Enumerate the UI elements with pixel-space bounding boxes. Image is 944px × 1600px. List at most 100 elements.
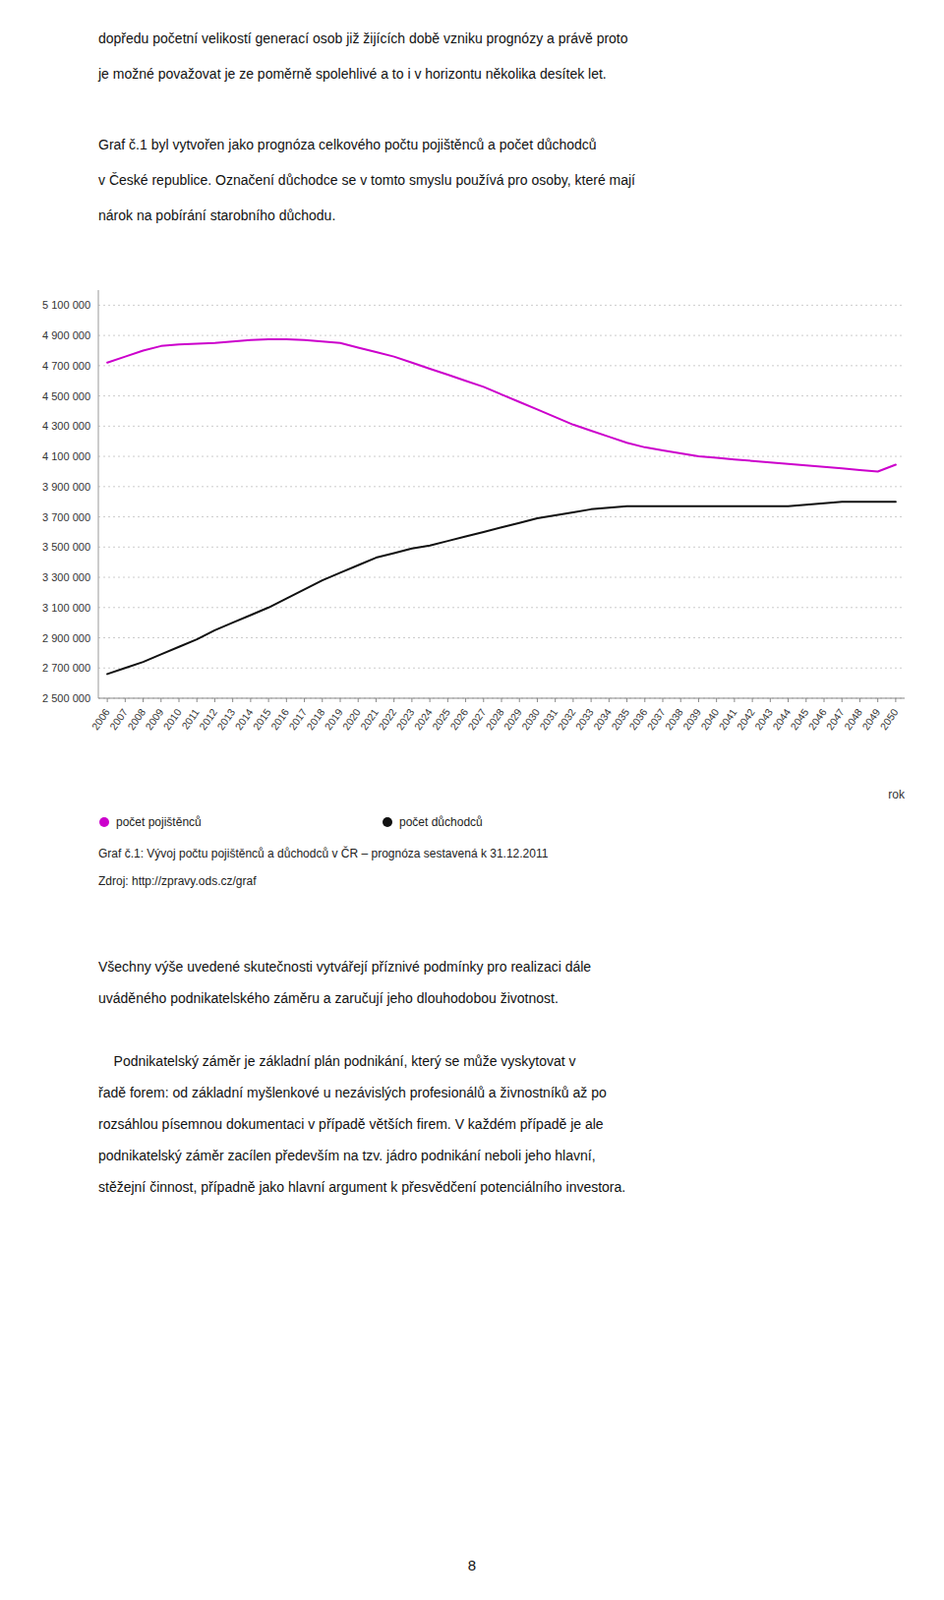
x-tick-label: 2006 — [89, 706, 113, 732]
x-tick — [124, 698, 126, 703]
y-tick-label: 4 100 000 — [42, 450, 91, 463]
x-tick — [877, 698, 879, 703]
x-tick-label: 2028 — [482, 706, 506, 732]
x-tick — [572, 698, 574, 703]
chart: 2 500 000 2 700 000 2 900 000 3 100 000 3 30… — [42, 290, 906, 888]
x-tick — [465, 698, 467, 703]
x-tick-label: 2022 — [375, 706, 399, 732]
x-tick-label: 2039 — [680, 706, 704, 732]
x-tick — [393, 698, 395, 703]
x-tick — [536, 698, 538, 703]
body-text: v České republice. Označení důchodce se … — [98, 172, 636, 188]
x-tick — [824, 698, 826, 703]
x-tick — [554, 698, 556, 703]
x-tick-label: 2047 — [824, 706, 847, 732]
legend-label: počet důchodců — [399, 815, 483, 829]
y-tick-label: 4 700 000 — [42, 359, 91, 372]
x-tick — [447, 698, 449, 703]
x-tick-label: 2029 — [501, 706, 525, 732]
x-tick-label: 2050 — [877, 706, 900, 732]
body-text: podnikatelský záměr zacílen především na… — [98, 1147, 596, 1164]
line — [107, 501, 896, 674]
grid-line — [98, 485, 905, 487]
x-tick-label: 2017 — [286, 706, 309, 732]
x-axis-label: rok — [887, 787, 906, 802]
x-tick — [644, 698, 646, 703]
body-text: stěžejní činnost, případně jako hlavní a… — [98, 1179, 626, 1195]
body-text: uváděného podnikatelského záměru a zaruč… — [98, 990, 559, 1006]
y-tick-label: 4 300 000 — [42, 419, 91, 432]
x-tick-label: 2040 — [698, 706, 721, 732]
x-tick — [303, 698, 305, 703]
x-tick-label: 2024 — [412, 706, 435, 732]
page-number: 8 — [468, 1556, 476, 1574]
x-tick — [178, 698, 180, 703]
line — [107, 339, 896, 472]
x-tick — [107, 698, 109, 703]
x-tick — [787, 698, 789, 703]
y-tick-label: 3 300 000 — [42, 571, 91, 584]
x-tick — [340, 698, 342, 703]
x-tick-label: 2027 — [465, 706, 488, 732]
page: dopředu početní velikostí generací osob … — [0, 0, 944, 1600]
x-tick — [733, 698, 735, 703]
x-tick — [662, 698, 664, 703]
x-tick — [680, 698, 682, 703]
y-tick-label: 2 700 000 — [42, 661, 91, 674]
x-tick-label: 2045 — [787, 706, 811, 732]
x-tick-label: 2014 — [232, 706, 255, 732]
legend-marker — [382, 817, 393, 827]
x-tick-label: 2043 — [752, 706, 775, 732]
x-tick — [501, 698, 503, 703]
x-tick — [805, 698, 807, 703]
x-tick — [590, 698, 592, 703]
series-group — [107, 339, 896, 674]
x-tick-label: 2013 — [214, 706, 237, 732]
body-text: Graf č.1 byl vytvořen jako prognóza celk… — [98, 136, 597, 153]
x-tick-label: 2012 — [196, 706, 220, 732]
y-axis — [98, 290, 100, 699]
x-tick-label: 2048 — [841, 706, 865, 732]
grid-line — [98, 304, 905, 306]
grid-line — [98, 606, 905, 608]
grid-line — [98, 667, 905, 669]
x-tick-label: 2011 — [178, 706, 202, 732]
grid-line — [98, 516, 905, 518]
x-tick-label: 2049 — [859, 706, 883, 732]
x-tick — [715, 698, 717, 703]
x-tick — [249, 698, 251, 703]
x-tick — [357, 698, 359, 703]
x-tick-label: 2046 — [805, 706, 828, 732]
legend-marker — [99, 817, 110, 827]
body-text: Podnikatelský záměr je základní plán pod… — [98, 1053, 577, 1069]
x-tick-label: 2037 — [644, 706, 667, 732]
caption: Graf č.1: Vývoj počtu pojištěnců a důcho… — [98, 845, 549, 861]
grid-line — [98, 637, 905, 639]
x-tick — [841, 698, 843, 703]
x-tick-label: 2010 — [160, 706, 183, 732]
x-tick-label: 2007 — [107, 706, 130, 732]
y-tick-label: 2 500 000 — [42, 692, 91, 705]
y-tick-label: 4 500 000 — [42, 390, 91, 403]
x-tick — [752, 698, 754, 703]
x-tick — [482, 698, 484, 703]
x-tick — [698, 698, 700, 703]
x-tick — [411, 698, 413, 703]
x-tick-label: 2036 — [626, 706, 649, 732]
x-tick — [894, 698, 896, 703]
legend: počet pojištěncůpočet důchodců — [99, 815, 483, 829]
body-text: nárok na pobírání starobního důchodu. — [98, 207, 336, 224]
grid-line — [98, 577, 905, 579]
body-text: řadě forem: od základní myšlenkové u nez… — [98, 1084, 607, 1101]
x-tick — [519, 698, 521, 703]
x-tick-label: 2042 — [734, 706, 758, 732]
y-tick-label: 2 900 000 — [42, 632, 91, 645]
x-tick — [214, 698, 216, 703]
x-tick — [268, 698, 270, 703]
y-tick-label: 3 100 000 — [42, 601, 91, 614]
x-tick-label: 2044 — [769, 706, 793, 732]
grid-line — [98, 395, 905, 397]
top-text: dopředu početní velikostí generací osob … — [97, 30, 636, 224]
x-tick-label: 2025 — [429, 706, 453, 732]
bottom-text: Všechny výše uvedené skutečnosti vytváře… — [98, 958, 626, 1195]
